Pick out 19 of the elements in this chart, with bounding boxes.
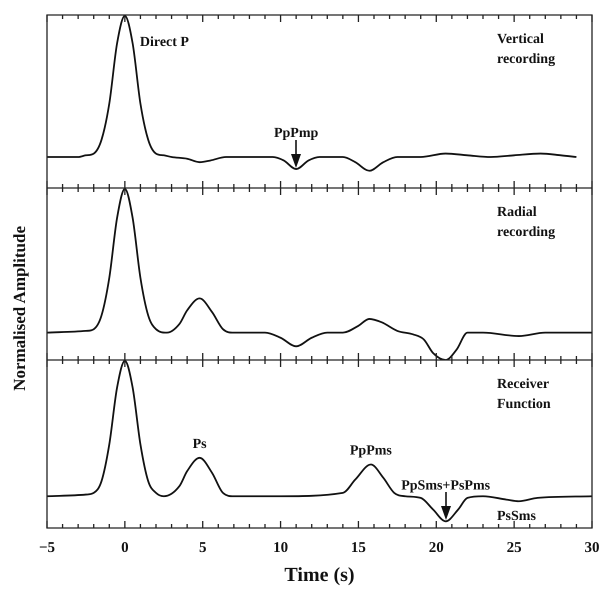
x-tick-label: 30: [584, 540, 600, 556]
annotation: Receiver Function: [497, 377, 551, 412]
x-tick-label: 15: [350, 540, 366, 556]
x-tick-label: 10: [273, 540, 288, 556]
annotation: Direct P: [140, 34, 190, 50]
annotation: Vertical recording: [497, 32, 556, 67]
annotation: PpPms: [350, 443, 392, 458]
y-axis-title: Normalised Amplitude: [10, 226, 30, 390]
annotation: Radial recording: [497, 205, 556, 240]
x-tick-label: 0: [121, 540, 129, 556]
annotation: PpPmp: [274, 126, 319, 142]
x-tick-label: 25: [506, 540, 522, 556]
annotation: Ps: [192, 436, 208, 452]
annotation: PsSms: [497, 509, 536, 524]
x-tick-label: −5: [38, 540, 56, 556]
annotation: PpSms+PsPms: [401, 478, 491, 494]
x-tick-label: 20: [428, 540, 444, 556]
x-axis-title: Time (s): [284, 564, 355, 586]
x-tick-label: 5: [198, 540, 206, 556]
